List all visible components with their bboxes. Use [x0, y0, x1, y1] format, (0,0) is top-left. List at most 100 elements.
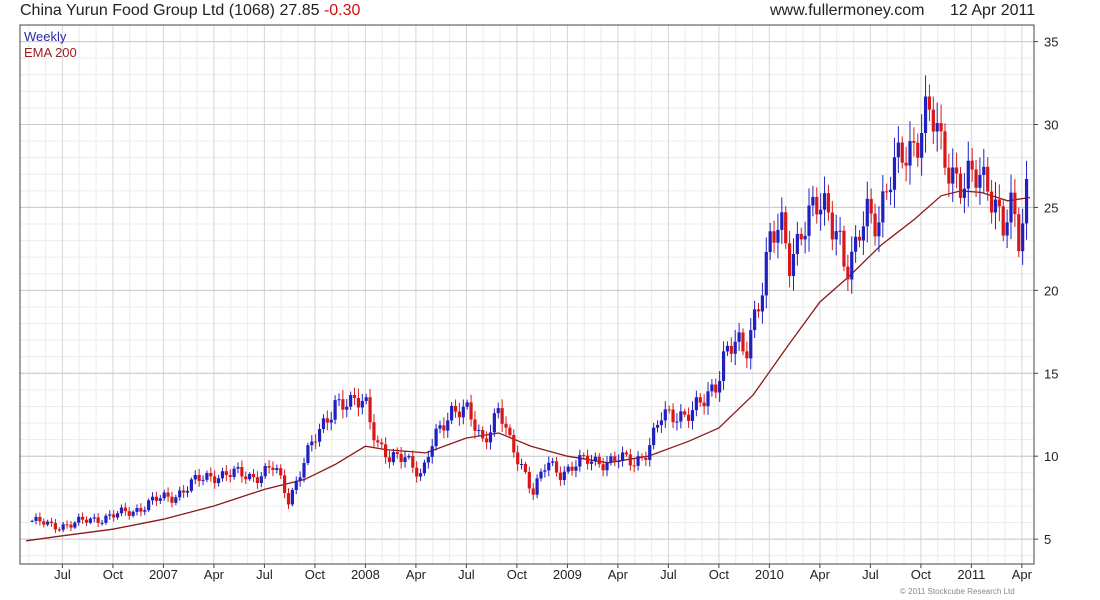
candle-body	[450, 405, 454, 421]
candle-body	[216, 478, 221, 484]
candle-body	[376, 440, 380, 443]
candle-body	[384, 444, 388, 458]
candle-body	[667, 409, 671, 411]
candle-body	[753, 309, 757, 331]
candle-body	[554, 461, 559, 473]
candle-body	[706, 391, 710, 407]
candle-body	[185, 490, 190, 493]
candle-body	[892, 157, 897, 190]
candle-body	[772, 231, 776, 243]
candle-body	[764, 252, 768, 296]
candle-body	[628, 454, 632, 466]
x-tick-label: Apr	[204, 567, 225, 582]
candle-body	[916, 142, 920, 158]
candle-body	[201, 479, 205, 481]
candle-body	[228, 475, 232, 477]
candle-body	[127, 511, 131, 516]
candle-body	[84, 519, 89, 523]
candle-body	[562, 471, 566, 481]
candle-body	[139, 508, 143, 512]
grid-layer	[20, 25, 1034, 564]
candle-body	[978, 174, 982, 188]
candle-body	[434, 428, 438, 447]
candle-body	[636, 456, 640, 466]
y-tick-label: 25	[1044, 200, 1058, 215]
candle-body	[811, 196, 815, 206]
candle-body	[504, 423, 508, 428]
candle-body	[321, 418, 326, 430]
candle-body	[659, 420, 664, 425]
candle-body	[158, 498, 162, 501]
candle-body	[885, 191, 889, 193]
candle-body	[100, 522, 104, 524]
candle-body	[842, 230, 846, 267]
candle-body	[547, 462, 551, 471]
candle-body	[317, 429, 322, 442]
candle-body	[574, 466, 578, 471]
website-label: www.fullermoney.com	[770, 2, 925, 19]
candle-body	[593, 456, 597, 462]
price-change: -0.30	[323, 2, 361, 19]
candle-body	[605, 462, 609, 471]
candle-body	[896, 142, 900, 158]
candle-body	[589, 461, 594, 464]
candle-body	[566, 466, 570, 472]
candle-body	[147, 500, 151, 511]
candle-body	[725, 345, 730, 352]
candle-body	[799, 233, 803, 240]
candle-body	[854, 236, 858, 252]
candle-body	[873, 213, 877, 237]
x-tick-label: 2009	[553, 567, 582, 582]
candle-body	[42, 521, 46, 525]
candle-body	[399, 453, 403, 462]
y-tick-label: 5	[1044, 532, 1051, 547]
candle-body	[508, 427, 512, 436]
candle-body	[857, 236, 862, 241]
candle-body	[220, 471, 225, 479]
candle-body	[850, 251, 854, 280]
candle-body	[609, 456, 613, 463]
x-tick-label: Apr	[608, 567, 629, 582]
candle-body	[387, 457, 392, 463]
candle-body	[803, 235, 807, 240]
candle-body	[760, 295, 764, 312]
candle-body	[819, 209, 823, 215]
candle-body	[791, 253, 796, 277]
candle-body	[329, 419, 333, 423]
candle-body	[294, 480, 298, 491]
candle-body	[193, 475, 197, 480]
candle-body	[539, 471, 543, 479]
candle-body	[966, 160, 970, 189]
x-tick-label: 2010	[755, 567, 784, 582]
plot-area	[20, 25, 1034, 564]
candle-body	[244, 476, 248, 480]
x-tick-label: 2008	[351, 567, 380, 582]
candle-body	[65, 524, 69, 526]
candle-body	[558, 472, 563, 481]
candle-body	[298, 477, 302, 481]
candle-body	[426, 456, 430, 463]
candle-body	[205, 473, 209, 480]
candle-body	[92, 517, 96, 519]
candle-body	[150, 496, 155, 501]
x-tick-label: Oct	[103, 567, 124, 582]
candle-body	[259, 476, 263, 484]
candle-body	[997, 199, 1001, 207]
candle-body	[461, 406, 465, 418]
candle-body	[519, 463, 524, 465]
candle-body	[283, 475, 287, 494]
axis-layer: 5 10 15 20 25 30 35 Jul Oct 2007 Apr Jul Oct 2008 Apr J…	[19, 24, 1058, 582]
candle-body	[485, 438, 489, 443]
last-price: 27.85	[279, 2, 320, 19]
candle-body	[912, 141, 916, 143]
candle-body	[986, 166, 990, 192]
candle-body	[290, 490, 294, 505]
copyright-notice: © 2011 Stockcube Research Ltd	[900, 587, 1015, 596]
candle-body	[714, 384, 718, 393]
candle-body	[908, 141, 912, 166]
candle-body	[356, 397, 361, 408]
candle-body	[582, 455, 586, 457]
candle-body	[34, 516, 38, 521]
candle-body	[174, 497, 178, 503]
candle-body	[271, 467, 275, 471]
